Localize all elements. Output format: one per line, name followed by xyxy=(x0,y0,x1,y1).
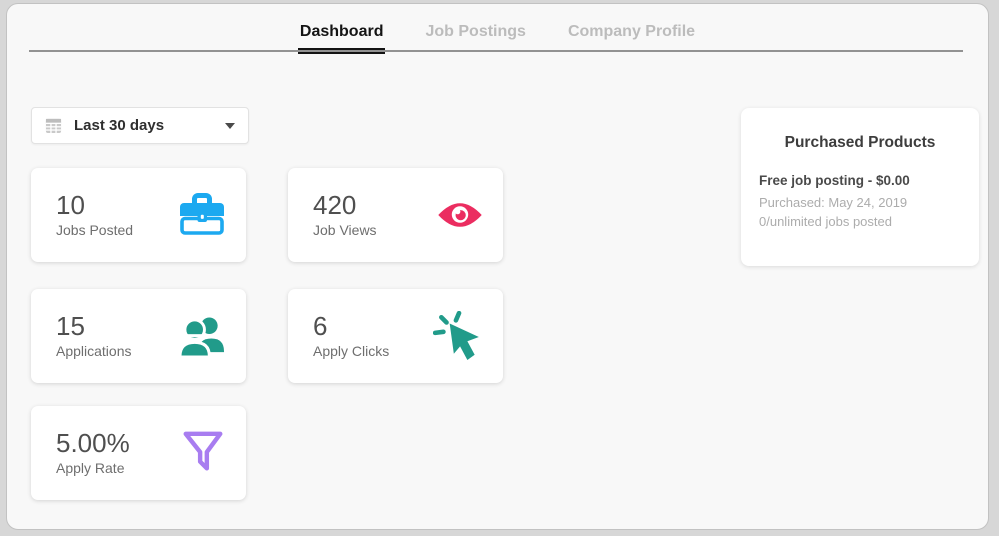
stat-card-job-views: 420 Job Views xyxy=(288,168,503,262)
stat-text: 10 Jobs Posted xyxy=(56,189,134,239)
people-icon xyxy=(179,315,226,358)
funnel-icon xyxy=(180,428,226,478)
stat-text: 15 Applications xyxy=(56,310,132,360)
tabbar-divider xyxy=(29,50,963,52)
product-usage: 0/unlimited jobs posted xyxy=(759,213,892,229)
calendar-icon xyxy=(45,117,62,134)
stat-text: 5.00% Apply Rate xyxy=(56,427,130,477)
stat-card-apply-rate: 5.00% Apply Rate xyxy=(31,406,246,500)
stat-label: Apply Clicks xyxy=(313,343,390,360)
stat-label: Apply Rate xyxy=(56,460,125,477)
stat-value: 6 xyxy=(313,310,328,341)
stat-card-jobs-posted: 10 Jobs Posted xyxy=(31,168,246,262)
tab-dashboard[interactable]: Dashboard xyxy=(297,23,386,54)
product-name: Free job posting - $0.00 xyxy=(759,173,910,188)
chevron-down-icon xyxy=(225,122,235,129)
stat-card-apply-clicks: 6 Apply Clicks xyxy=(288,289,503,383)
briefcase-icon xyxy=(178,193,226,237)
tab-bar: Dashboard Job Postings Company Profile xyxy=(7,23,988,54)
date-range-dropdown[interactable]: Last 30 days xyxy=(31,107,249,144)
stat-value: 10 xyxy=(56,189,85,220)
stat-text: 420 Job Views xyxy=(313,189,377,239)
purchased-products-card: Purchased Products Free job posting - $0… xyxy=(741,108,979,266)
cursor-click-icon xyxy=(433,311,483,361)
stat-text: 6 Apply Clicks xyxy=(313,310,390,360)
tab-job-postings[interactable]: Job Postings xyxy=(425,23,526,40)
stat-label: Job Views xyxy=(313,222,377,239)
employer-dashboard-panel: Dashboard Job Postings Company Profile xyxy=(6,3,989,530)
product-purchase-date: Purchased: May 24, 2019 xyxy=(759,195,908,210)
stat-value: 420 xyxy=(313,189,357,220)
eye-icon xyxy=(437,198,483,232)
stat-label: Applications xyxy=(56,343,132,360)
date-range-label: Last 30 days xyxy=(74,117,165,134)
purchased-products-title: Purchased Products xyxy=(784,134,936,151)
stat-value: 15 xyxy=(56,310,85,341)
stat-card-applications: 15 Applications xyxy=(31,289,246,383)
stat-label: Jobs Posted xyxy=(56,222,134,239)
stat-value: 5.00% xyxy=(56,427,130,458)
tab-company-profile[interactable]: Company Profile xyxy=(567,23,696,40)
